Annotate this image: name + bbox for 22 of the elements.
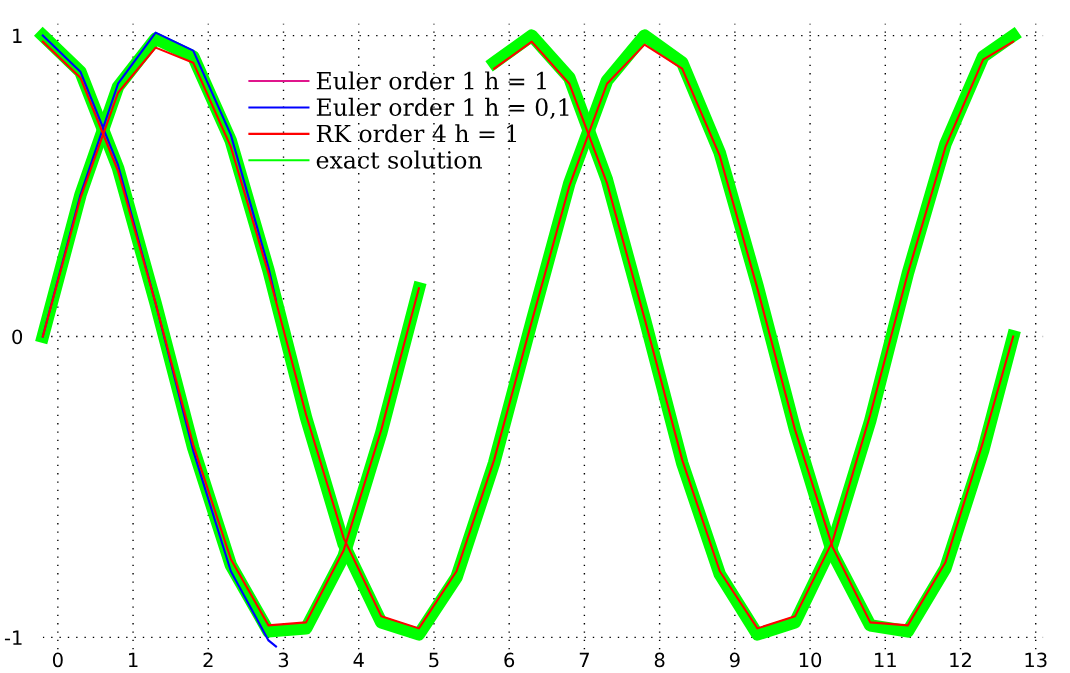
x-tick-label: 13 xyxy=(1025,652,1047,668)
x-tick-label: 6 xyxy=(504,652,515,668)
x-tick-label: 5 xyxy=(429,652,439,668)
legend-label: Euler order 1 h = 0,1 xyxy=(316,97,569,119)
y-tick-label: 1 xyxy=(13,28,22,43)
line-series xyxy=(41,34,278,648)
x-tick-label: 3 xyxy=(278,652,289,668)
legend-label: Euler order 1 h = 1 xyxy=(316,71,546,90)
x-tick-label: 0 xyxy=(52,652,63,668)
x-tick-label: 7 xyxy=(579,652,589,667)
x-tick-label: 11 xyxy=(875,652,896,667)
x-tick-label: 12 xyxy=(950,652,971,667)
legend-label: RK order 4 h = 1 xyxy=(316,124,517,143)
x-tick-label: 9 xyxy=(729,652,740,668)
x-tick-label: 8 xyxy=(654,652,665,668)
x-tick-label: 10 xyxy=(799,652,822,668)
y-tick-label: -1 xyxy=(4,630,22,645)
legend-label: exact solution xyxy=(316,150,482,169)
x-tick-label: 2 xyxy=(203,652,213,667)
x-tick-label: 1 xyxy=(129,652,138,667)
y-tick-label: 0 xyxy=(12,329,23,345)
x-tick-label: 4 xyxy=(353,652,364,667)
